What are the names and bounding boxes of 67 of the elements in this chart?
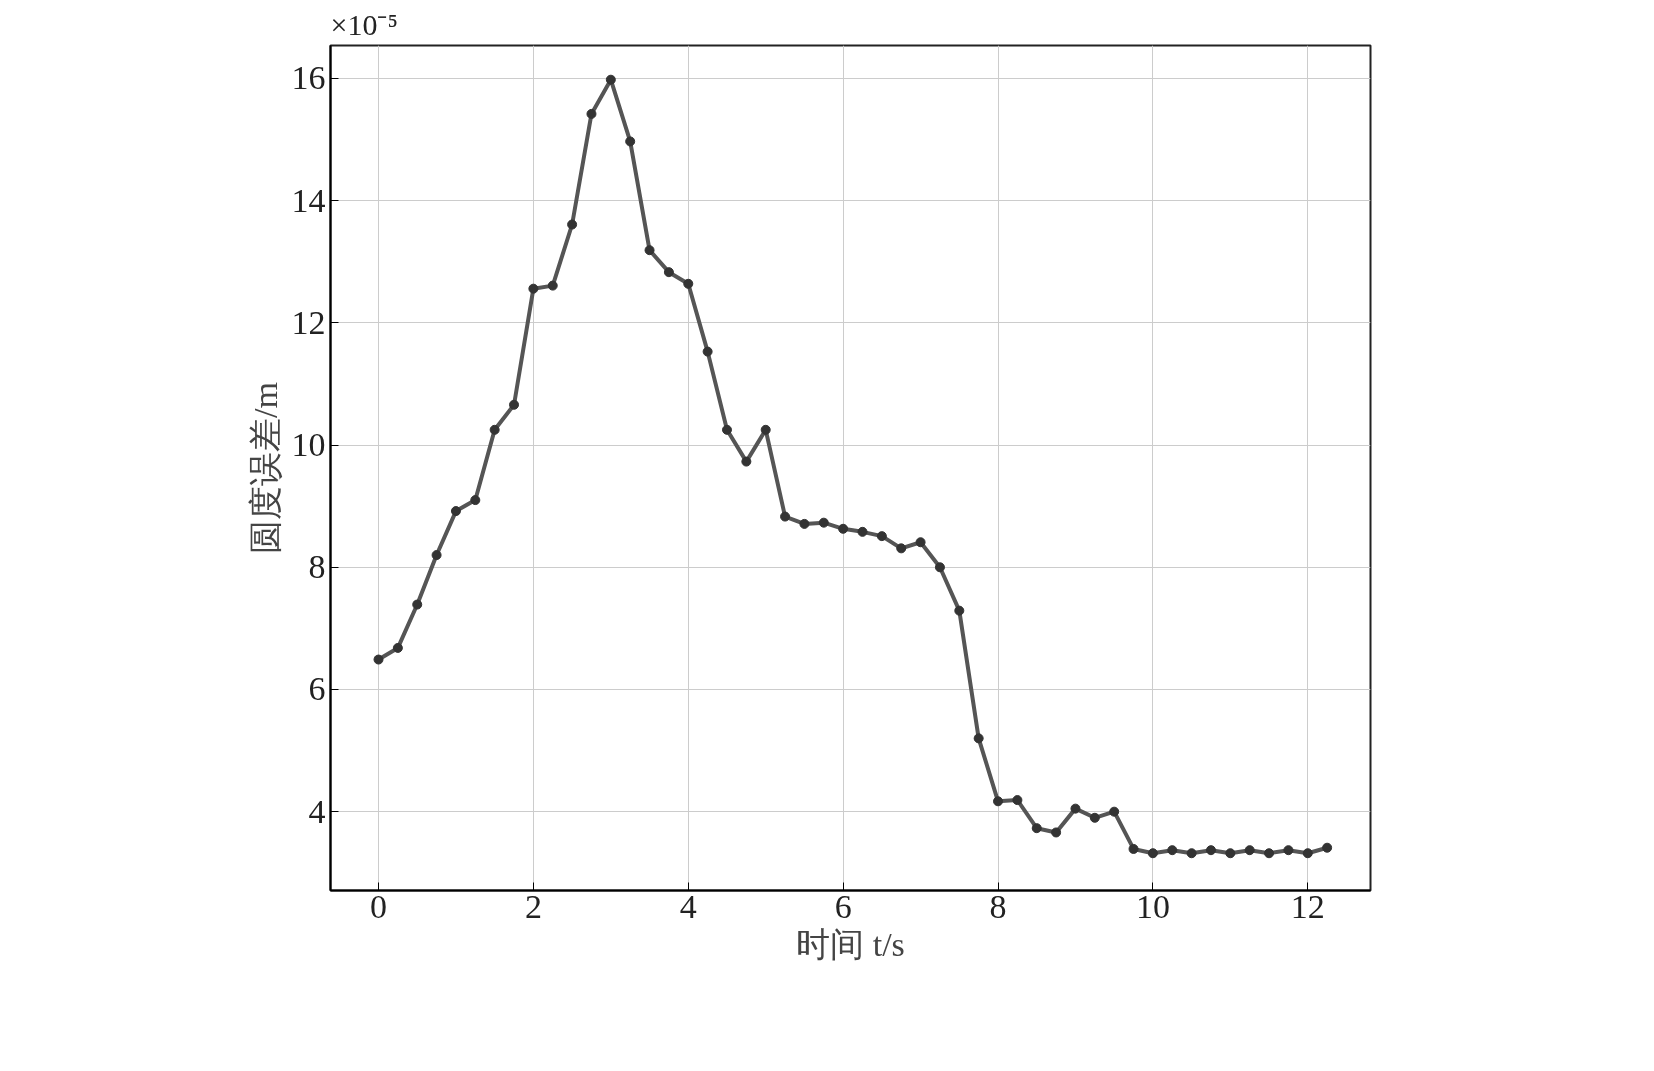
point: [1128, 843, 1139, 854]
point: [1012, 795, 1023, 806]
point: [993, 796, 1004, 807]
point: [876, 531, 887, 542]
point: [586, 108, 597, 119]
point: [431, 550, 442, 561]
x-tick-label: 12: [1290, 887, 1325, 925]
point: [954, 605, 965, 616]
point: [1186, 848, 1197, 859]
point: [489, 424, 500, 435]
point: [373, 654, 384, 665]
point: [528, 283, 539, 294]
x-tick-label: 4: [679, 887, 697, 925]
point: [605, 74, 616, 85]
point: [625, 136, 636, 147]
y-tick-label: 14: [291, 181, 326, 219]
point: [934, 562, 945, 573]
text: ×10⁻⁵: [330, 7, 398, 41]
point: [1244, 845, 1255, 856]
point: [915, 537, 926, 548]
point: [838, 523, 849, 534]
point: [509, 399, 520, 410]
point: [1225, 848, 1236, 859]
point: [412, 599, 423, 610]
y-tick-label: 4: [308, 792, 326, 830]
point: [973, 733, 984, 744]
point: [1205, 845, 1216, 856]
point: [683, 278, 694, 289]
point: [1109, 806, 1120, 817]
point: [799, 518, 810, 529]
point: [1283, 845, 1294, 856]
point: [1264, 848, 1275, 859]
x-tick-label: 10: [1135, 887, 1170, 925]
x-axis-title: 时间 t/s: [796, 925, 905, 963]
point: [1322, 842, 1333, 853]
y-tick-label: 8: [308, 548, 326, 586]
x-tick-label: 6: [834, 887, 852, 925]
point: [1302, 848, 1313, 859]
point: [547, 280, 558, 291]
point: [896, 543, 907, 554]
point: [760, 424, 771, 435]
x-tick-label: 8: [989, 887, 1007, 925]
point: [1089, 812, 1100, 823]
point: [741, 456, 752, 467]
point: [818, 517, 829, 528]
point: [1031, 823, 1042, 834]
point: [470, 495, 481, 506]
x-tick-label: 2: [524, 887, 542, 925]
point: [1070, 803, 1081, 814]
point: [1051, 827, 1062, 838]
y-tick-label: 6: [308, 670, 326, 708]
point: [1167, 845, 1178, 856]
y-tick-label: 12: [291, 303, 326, 341]
point: [721, 424, 732, 435]
point: [644, 245, 655, 256]
point: [450, 506, 461, 517]
point: [663, 267, 674, 278]
point: [567, 219, 578, 230]
point: [1147, 848, 1158, 859]
y-tick-label: 16: [291, 59, 326, 97]
point: [392, 642, 403, 653]
y-axis-title: 圆度误差/m: [246, 382, 284, 554]
x-tick-label: 0: [370, 887, 388, 925]
point: [780, 511, 791, 522]
y-tick-label: 10: [291, 426, 326, 464]
point: [857, 526, 868, 537]
point: [702, 346, 713, 357]
